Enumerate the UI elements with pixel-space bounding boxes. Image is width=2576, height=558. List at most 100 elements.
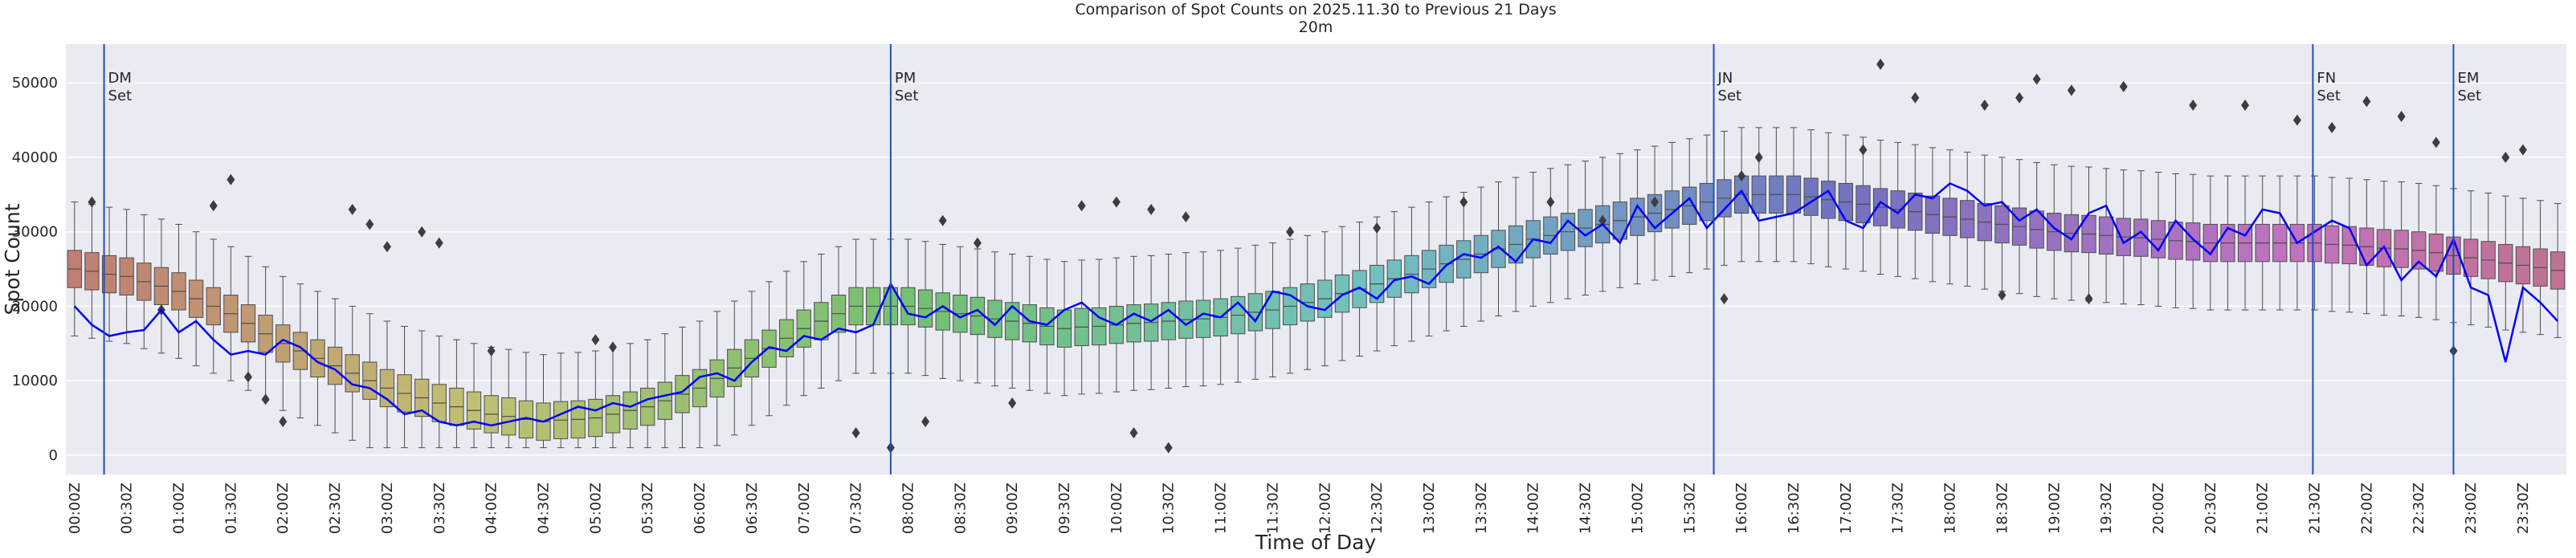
outlier xyxy=(2397,110,2406,122)
x-tick-label: 08:00Z xyxy=(900,483,917,534)
outlier xyxy=(227,173,235,185)
outlier xyxy=(921,416,930,428)
y-axis-label: Spot Count xyxy=(1,203,24,315)
outlier xyxy=(1859,144,1868,156)
outlier xyxy=(2119,80,2128,92)
x-tick-label: 11:00Z xyxy=(1213,483,1230,534)
x-tick-label: 18:30Z xyxy=(1994,483,2011,534)
x-tick-label: 20:30Z xyxy=(2202,483,2219,534)
plot-area xyxy=(66,44,2566,475)
x-tick-label: 00:30Z xyxy=(119,483,136,534)
x-tick-label: 03:30Z xyxy=(431,483,448,534)
x-tick-label: 01:30Z xyxy=(222,483,239,534)
outlier xyxy=(1876,59,1885,71)
outlier xyxy=(243,371,252,383)
outlier xyxy=(2189,100,2198,112)
outlier xyxy=(382,241,391,253)
outlier xyxy=(365,218,374,230)
outlier xyxy=(2067,84,2076,96)
outlier xyxy=(1651,196,1659,208)
marker-label: DM xyxy=(108,70,132,87)
x-tick-label: 10:00Z xyxy=(1108,483,1125,534)
x-tick-label: 04:00Z xyxy=(484,483,500,534)
x-tick-label: 03:00Z xyxy=(379,483,396,534)
x-tick-label: 13:30Z xyxy=(1473,483,1490,534)
x-tick-label: 02:30Z xyxy=(327,483,344,534)
outlier xyxy=(88,196,96,208)
outlier xyxy=(2292,114,2301,126)
marker-label: Set xyxy=(2317,88,2341,104)
outlier xyxy=(608,341,617,353)
outlier xyxy=(1720,293,1729,305)
x-tick-label: 02:00Z xyxy=(275,483,292,534)
outlier xyxy=(1129,427,1138,439)
outlier xyxy=(1598,214,1607,226)
outlier xyxy=(1112,196,1121,208)
x-tick-label: 21:30Z xyxy=(2307,483,2324,534)
outlier xyxy=(1459,196,1468,208)
x-tick-label: 17:30Z xyxy=(1890,483,1907,534)
x-axis-label: Time of Day xyxy=(1255,531,1377,554)
outlier xyxy=(938,214,947,226)
outlier xyxy=(1164,442,1173,454)
x-tick-label: 21:00Z xyxy=(2255,483,2272,534)
x-tick-label: 07:30Z xyxy=(848,483,865,534)
x-tick-label: 05:00Z xyxy=(587,483,604,534)
marker-label: FN xyxy=(2317,70,2336,87)
x-tick-label: 17:00Z xyxy=(1838,483,1855,534)
outlier xyxy=(279,416,288,428)
chart-title: Comparison of Spot Counts on 2025.11.30 … xyxy=(1075,1,1556,18)
x-tick-label: 16:30Z xyxy=(1786,483,1802,534)
outlier xyxy=(1737,170,1746,182)
y-tick-label: 30000 xyxy=(12,224,58,241)
x-tick-label: 23:00Z xyxy=(2463,483,2480,534)
x-tick-label: 18:00Z xyxy=(1942,483,1959,534)
marker-label: EM xyxy=(2457,70,2479,87)
y-tick-label: 50000 xyxy=(12,75,58,92)
y-tick-label: 0 xyxy=(49,447,58,464)
outlier xyxy=(2362,96,2371,108)
x-tick-label: 09:30Z xyxy=(1056,483,1073,534)
x-tick-label: 16:00Z xyxy=(1733,483,1750,534)
x-tick-label: 04:30Z xyxy=(535,483,552,534)
x-tick-label: 22:30Z xyxy=(2411,483,2427,534)
outlier xyxy=(851,427,860,439)
outlier xyxy=(1998,289,2007,301)
outlier xyxy=(2032,73,2041,85)
x-tick-label: 19:30Z xyxy=(2098,483,2115,534)
x-tick-label: 13:00Z xyxy=(1421,483,1438,534)
outlier xyxy=(487,345,496,357)
outlier xyxy=(1980,100,1989,112)
x-tick-label: 15:00Z xyxy=(1629,483,1646,534)
x-tick-label: 09:00Z xyxy=(1004,483,1021,534)
outlier xyxy=(973,237,982,249)
y-tick-label: 10000 xyxy=(12,373,58,389)
x-tick-label: 07:00Z xyxy=(796,483,813,534)
x-tick-label: 01:00Z xyxy=(171,483,188,534)
marker-label: JN xyxy=(1717,70,1733,87)
outlier xyxy=(418,226,427,238)
chart-subtitle: 20m xyxy=(1299,18,1333,36)
marker-label: Set xyxy=(1718,88,1742,104)
outlier xyxy=(2431,136,2440,149)
outlier xyxy=(1182,211,1190,223)
x-tick-label: 14:30Z xyxy=(1578,483,1594,534)
outlier xyxy=(2015,92,2024,104)
x-tick-label: 22:00Z xyxy=(2358,483,2375,534)
outlier xyxy=(2501,151,2510,163)
outlier xyxy=(2328,121,2337,133)
outlier xyxy=(209,200,218,212)
x-tick-label: 00:00Z xyxy=(67,483,84,534)
outlier xyxy=(2241,100,2250,112)
marker-label: PM xyxy=(895,70,916,87)
x-tick-label: 12:30Z xyxy=(1369,483,1386,534)
outlier xyxy=(2084,293,2093,305)
outlier xyxy=(1286,226,1295,238)
outlier xyxy=(2518,144,2527,156)
outlier xyxy=(1911,92,1920,104)
outlier xyxy=(1077,200,1086,212)
x-tick-label: 20:00Z xyxy=(2150,483,2167,534)
outlier xyxy=(435,237,443,249)
outlier xyxy=(591,334,600,346)
x-tick-label: 11:30Z xyxy=(1264,483,1281,534)
